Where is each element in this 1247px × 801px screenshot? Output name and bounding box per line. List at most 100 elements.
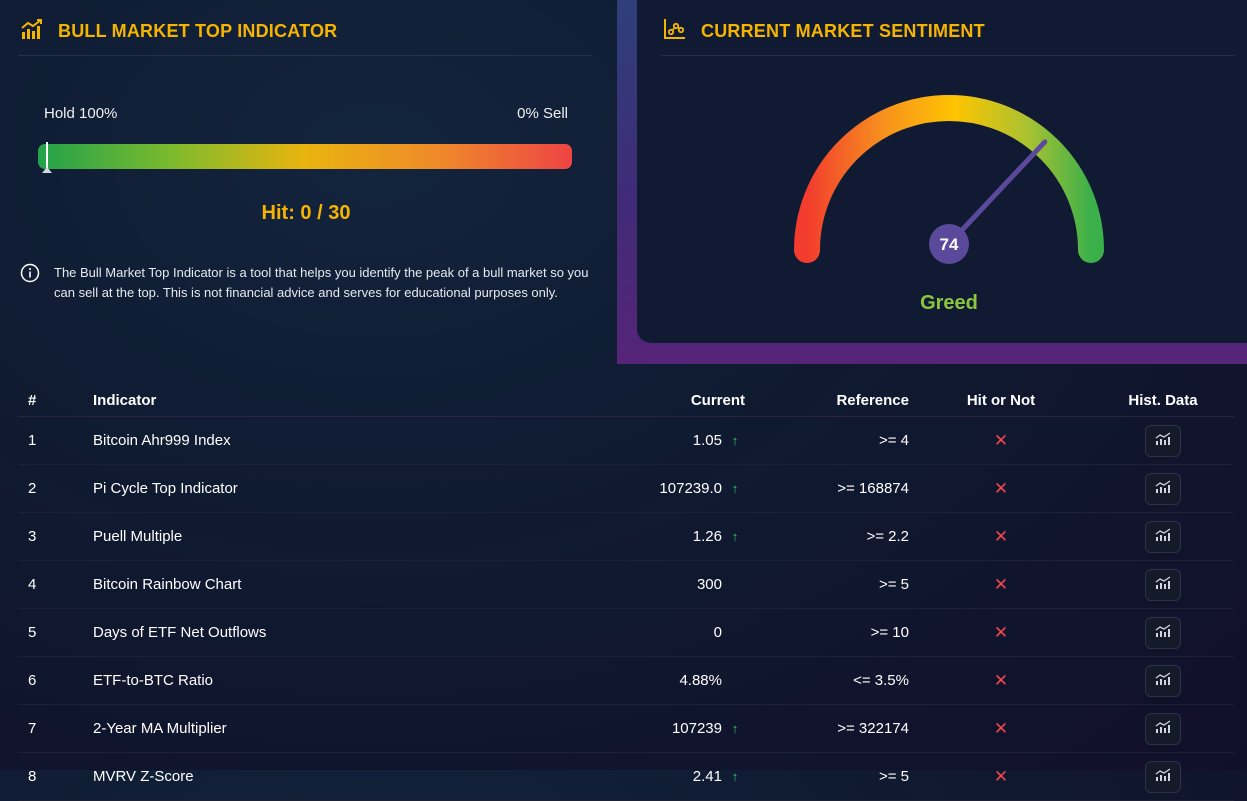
- reference-value: >= 168874: [745, 464, 910, 513]
- hist-data-button[interactable]: [1145, 472, 1181, 505]
- current-value-cell: 107239 ↑: [494, 704, 745, 753]
- bull-market-panel: BULL MARKET TOP INDICATOR Hold 100% 0% S…: [0, 0, 612, 360]
- row-number: 8: [18, 752, 85, 801]
- col-header-hist: Hist. Data: [1092, 384, 1234, 417]
- current-value: 2.41: [692, 768, 722, 785]
- col-header-current: Current: [494, 384, 745, 417]
- arrow-up-icon: ↑: [731, 769, 739, 784]
- indicator-name: MVRV Z-Score: [85, 752, 494, 801]
- row-number: 4: [18, 560, 85, 609]
- chart-icon: [1155, 431, 1171, 450]
- current-value: 4.88%: [679, 672, 722, 689]
- current-value-cell: 4.88%↑: [494, 656, 745, 705]
- divider: [18, 55, 592, 56]
- indicator-name: Days of ETF Net Outflows: [85, 608, 494, 657]
- indicator-name: Bitcoin Ahr999 Index: [85, 416, 494, 465]
- reference-value: >= 2.2: [745, 512, 910, 561]
- hist-data-cell: [1092, 464, 1234, 513]
- reference-value: >= 5: [745, 560, 910, 609]
- hist-data-cell: [1092, 512, 1234, 561]
- table-row: 7 2-Year MA Multiplier 107239 ↑ >= 322174 ✕: [18, 704, 1234, 753]
- indicator-name: Pi Cycle Top Indicator: [85, 464, 494, 513]
- sentiment-header: CURRENT MARKET SENTIMENT: [663, 18, 985, 45]
- hit-status: ✕: [910, 608, 1092, 657]
- table-row: 3 Puell Multiple 1.26 ↑ >= 2.2 ✕: [18, 512, 1234, 561]
- hold-sell-bar: [38, 142, 572, 173]
- x-icon: ✕: [993, 430, 1009, 450]
- indicator-name: Bitcoin Rainbow Chart: [85, 560, 494, 609]
- x-icon: ✕: [993, 478, 1009, 498]
- hit-status: ✕: [910, 704, 1092, 753]
- sentiment-chart-icon: [663, 18, 687, 45]
- hist-data-button[interactable]: [1145, 424, 1181, 457]
- bar-chart-icon: [20, 18, 44, 45]
- x-icon: ✕: [993, 574, 1009, 594]
- info-note: The Bull Market Top Indicator is a tool …: [20, 263, 600, 303]
- info-icon: [20, 263, 40, 303]
- indicator-table: # Indicator Current Reference Hit or Not…: [18, 384, 1234, 801]
- current-value: 1.26: [692, 528, 722, 545]
- hist-data-button[interactable]: [1145, 664, 1181, 697]
- divider: [661, 55, 1235, 56]
- indicator-name: 2-Year MA Multiplier: [85, 704, 494, 753]
- hist-data-cell: [1092, 608, 1234, 657]
- arrow-up-icon: ↑: [731, 481, 739, 496]
- chart-icon: [1155, 575, 1171, 594]
- gauge-arc: [794, 95, 1104, 263]
- hit-status: ✕: [910, 464, 1092, 513]
- row-number: 1: [18, 416, 85, 465]
- hold-label: Hold 100%: [44, 105, 118, 122]
- info-text: The Bull Market Top Indicator is a tool …: [54, 265, 589, 300]
- hit-status: ✕: [910, 416, 1092, 465]
- reference-value: <= 3.5%: [745, 656, 910, 705]
- row-number: 2: [18, 464, 85, 513]
- hist-data-button[interactable]: [1145, 616, 1181, 649]
- table-header-row: # Indicator Current Reference Hit or Not…: [18, 384, 1234, 417]
- bar-pointer-icon: [42, 167, 52, 173]
- x-icon: ✕: [993, 718, 1009, 738]
- hist-data-button[interactable]: [1145, 520, 1181, 553]
- reference-value: >= 322174: [745, 704, 910, 753]
- row-number: 7: [18, 704, 85, 753]
- hit-status: ✕: [910, 560, 1092, 609]
- bull-market-header: BULL MARKET TOP INDICATOR: [20, 18, 337, 45]
- gauge-needle: [946, 139, 1048, 247]
- col-header-indicator: Indicator: [85, 384, 494, 417]
- hist-data-button[interactable]: [1145, 712, 1181, 745]
- current-value-cell: 0↑: [494, 608, 745, 657]
- row-number: 3: [18, 512, 85, 561]
- arrow-up-icon: ↑: [731, 721, 739, 736]
- hist-data-cell: [1092, 656, 1234, 705]
- current-value-cell: 1.05 ↑: [494, 416, 745, 465]
- current-value: 107239: [671, 720, 722, 737]
- reference-value: >= 5: [745, 752, 910, 801]
- table-row: 8 MVRV Z-Score 2.41 ↑ >= 5 ✕: [18, 752, 1234, 801]
- hist-data-cell: [1092, 704, 1234, 753]
- x-icon: ✕: [993, 766, 1009, 786]
- bar-labels: Hold 100% 0% Sell: [44, 105, 568, 122]
- gauge-hub: [929, 224, 969, 264]
- hit-status: ✕: [910, 752, 1092, 801]
- hist-data-button[interactable]: [1145, 568, 1181, 601]
- chart-icon: [1155, 623, 1171, 642]
- chart-icon: [1155, 479, 1171, 498]
- hist-data-button[interactable]: [1145, 760, 1181, 793]
- sell-label: 0% Sell: [517, 105, 568, 122]
- table-row: 1 Bitcoin Ahr999 Index 1.05 ↑ >= 4 ✕: [18, 416, 1234, 465]
- current-value: 300: [696, 576, 722, 593]
- reference-value: >= 10: [745, 608, 910, 657]
- x-icon: ✕: [993, 526, 1009, 546]
- arrow-up-icon: ↑: [731, 433, 739, 448]
- x-icon: ✕: [993, 622, 1009, 642]
- col-header-reference: Reference: [745, 384, 910, 417]
- panel-title: CURRENT MARKET SENTIMENT: [701, 21, 985, 41]
- sentiment-label: Greed: [920, 292, 978, 314]
- sentiment-gauge: 74: [794, 95, 1104, 264]
- hit-status: ✕: [910, 512, 1092, 561]
- current-value-cell: 2.41 ↑: [494, 752, 745, 801]
- current-value: 0: [713, 624, 722, 641]
- row-number: 5: [18, 608, 85, 657]
